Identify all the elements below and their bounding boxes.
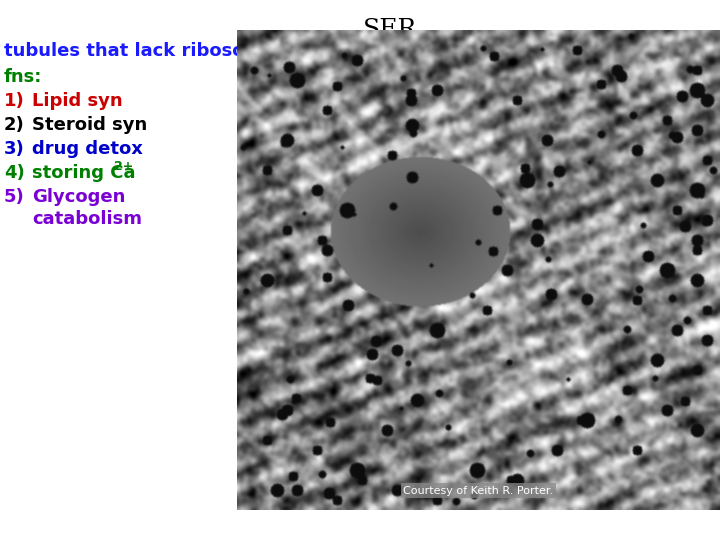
Text: drug detox: drug detox xyxy=(32,140,143,158)
Text: storing Ca: storing Ca xyxy=(32,164,135,182)
Text: 2+: 2+ xyxy=(114,160,133,173)
Text: tubules that lack ribosomes: tubules that lack ribosomes xyxy=(4,42,286,60)
Text: 2): 2) xyxy=(4,116,24,134)
Text: catabolism: catabolism xyxy=(32,210,142,228)
Text: SER: SER xyxy=(363,18,417,41)
Text: 1): 1) xyxy=(4,92,24,110)
Text: fns:: fns: xyxy=(4,68,42,86)
Text: Lipid syn: Lipid syn xyxy=(32,92,122,110)
Text: Courtesy of Keith R. Porter.: Courtesy of Keith R. Porter. xyxy=(403,485,554,496)
Text: 5): 5) xyxy=(4,188,24,206)
Text: 3): 3) xyxy=(4,140,24,158)
Text: 4): 4) xyxy=(4,164,24,182)
Text: Glycogen: Glycogen xyxy=(32,188,125,206)
Text: Steroid syn: Steroid syn xyxy=(32,116,148,134)
